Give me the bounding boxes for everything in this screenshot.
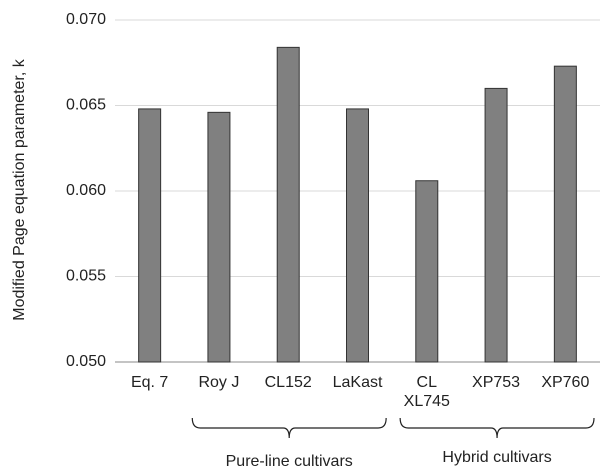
y-tick-label: 0.060 [66,182,106,199]
x-tick-label: Roy J [198,374,240,391]
group-label: Pure-line cultivars [226,453,353,470]
y-tick-label: 0.050 [66,353,106,370]
bar [276,46,300,363]
bar [138,108,162,363]
y-tick-label: 0.070 [66,11,106,28]
bar [346,108,369,363]
bar [415,180,439,363]
x-tick-label: CL152 [264,374,312,391]
x-tick-label: XP760 [541,374,590,391]
x-tick-label: XP753 [472,374,521,391]
x-tick-label: CL XL745 [403,374,450,410]
group-bracket [191,417,387,439]
x-tick-label: LaKast [332,374,383,391]
y-tick-label: 0.065 [66,97,106,114]
group-bracket [399,417,595,439]
bar [553,65,577,363]
x-tick-label: Eq. 7 [130,374,169,391]
bar [484,87,508,363]
bar [207,111,231,363]
y-axis-label: Modified Page equation parameter, k [11,58,28,321]
y-tick-label: 0.055 [66,268,106,285]
group-label: Hybrid cultivars [442,449,551,466]
